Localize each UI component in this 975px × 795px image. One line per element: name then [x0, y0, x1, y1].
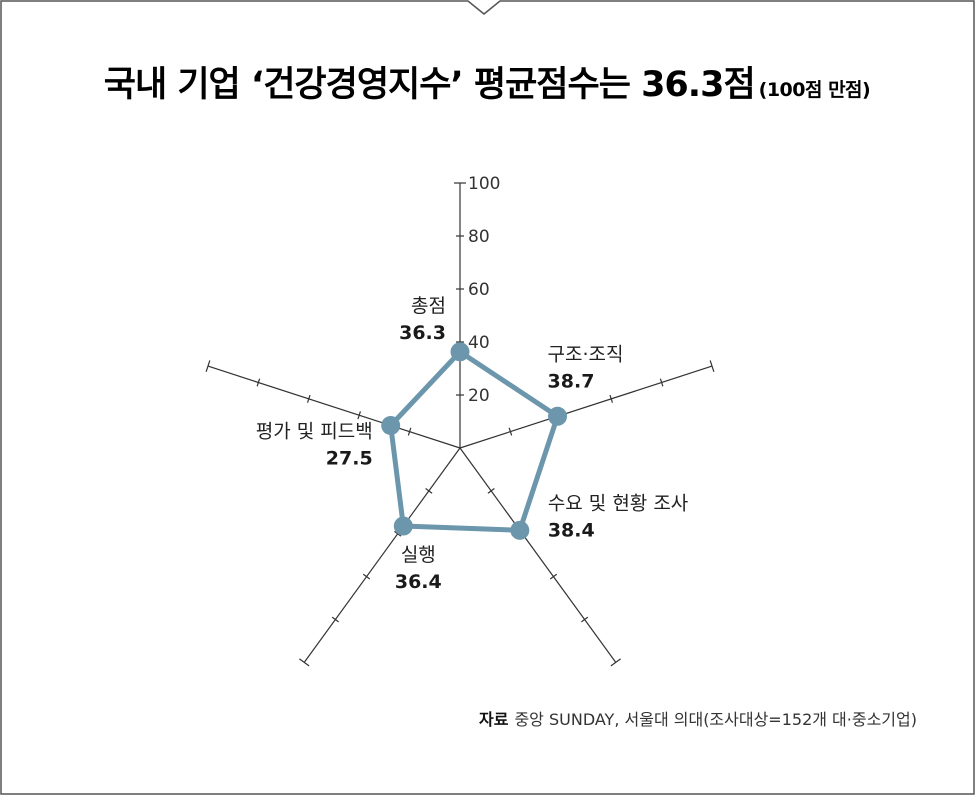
- series-polygon: [388, 349, 560, 533]
- axis-tick-2-20: [508, 427, 513, 436]
- source-note: 자료 중앙 SUNDAY, 서울대 의대(조사대상=152개 대·중소기업): [479, 710, 917, 729]
- axis-tick-4-40: [394, 530, 402, 537]
- source-text: 중앙 SUNDAY, 서울대 의대(조사대상=152개 대·중소기업): [514, 710, 917, 729]
- data-point-4: [393, 516, 413, 536]
- axis-tick-5-20: [407, 427, 412, 436]
- axis-line-2: [459, 365, 713, 449]
- tick-label-40: 40: [468, 333, 490, 353]
- axes-layer: 20 40 60 80 100: [205, 174, 715, 667]
- axis-tick-4-80: [331, 616, 339, 623]
- axis-label-3: 수요 및 현황 조사: [548, 492, 688, 514]
- tick-label-80: 80: [468, 227, 490, 247]
- value-label-1: 36.3: [399, 322, 446, 344]
- axis-line-3: [459, 447, 617, 663]
- axis-tick-4-60: [362, 573, 371, 580]
- axis-tick-4-100: [299, 658, 310, 667]
- series-layer: [381, 342, 568, 540]
- axis-line-4: [303, 447, 461, 663]
- value-label-2: 38.7: [548, 370, 595, 392]
- axis-tick-4-20: [425, 488, 433, 494]
- tick-label-100: 100: [468, 174, 500, 194]
- tick-label-20: 20: [468, 386, 490, 406]
- axis-tick-5-60: [306, 394, 311, 403]
- data-point-1: [450, 342, 470, 362]
- chart-subtitle: (100점 만점): [759, 79, 871, 101]
- value-label-3: 38.4: [548, 519, 595, 541]
- axis-tick-3-20: [487, 488, 495, 494]
- axis-tick-2-80: [659, 378, 664, 387]
- axis-label-4: 실행: [401, 544, 436, 566]
- axis-label-2: 구조·조직: [548, 343, 624, 365]
- axis-tick-2-60: [609, 394, 614, 403]
- data-point-3: [510, 520, 530, 540]
- axis-tick-5-100: [205, 360, 211, 373]
- axis-line-5: [207, 365, 461, 449]
- data-point-5: [381, 415, 401, 435]
- axis-tick-5-40: [357, 411, 361, 420]
- value-label-5: 27.5: [326, 447, 373, 469]
- source-label: 자료: [479, 710, 509, 729]
- value-label-4: 36.4: [395, 571, 442, 593]
- tick-label-60: 60: [468, 280, 490, 300]
- chart-title-main: 국내 기업 ‘건강경영지수’ 평균점수는 36.3점: [104, 65, 755, 105]
- axis-tick-2-100: [709, 360, 715, 373]
- axis-label-5: 평가 및 피드백: [256, 420, 373, 442]
- axis-tick-3-100: [610, 658, 621, 667]
- chart-title: 국내 기업 ‘건강경영지수’ 평균점수는 36.3점 (100점 만점): [104, 65, 870, 105]
- axis-tick-3-80: [581, 616, 589, 623]
- data-point-2: [548, 406, 568, 426]
- axis-tick-5-80: [256, 378, 261, 387]
- axis-label-1: 총점: [411, 295, 446, 317]
- axis-tick-3-60: [549, 573, 558, 580]
- labels-layer: 총점 36.3 구조·조직 38.7 수요 및 현황 조사 38.4 실행 36.4 평가 및 …: [256, 295, 689, 593]
